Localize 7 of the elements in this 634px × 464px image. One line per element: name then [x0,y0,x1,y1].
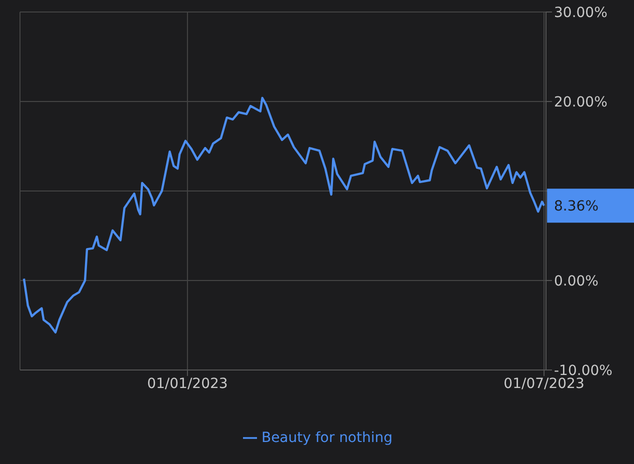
annotation: 8.36% [554,198,599,215]
y-tick-label: 30.00% [554,4,608,21]
y-tick-label: 20.00% [554,94,608,110]
legend-label: Beauty for nothing [261,430,393,446]
x-tick-label: 01/01/2023 [147,376,228,392]
line-series [22,96,546,334]
y-tick-label: 0.00% [554,273,598,290]
